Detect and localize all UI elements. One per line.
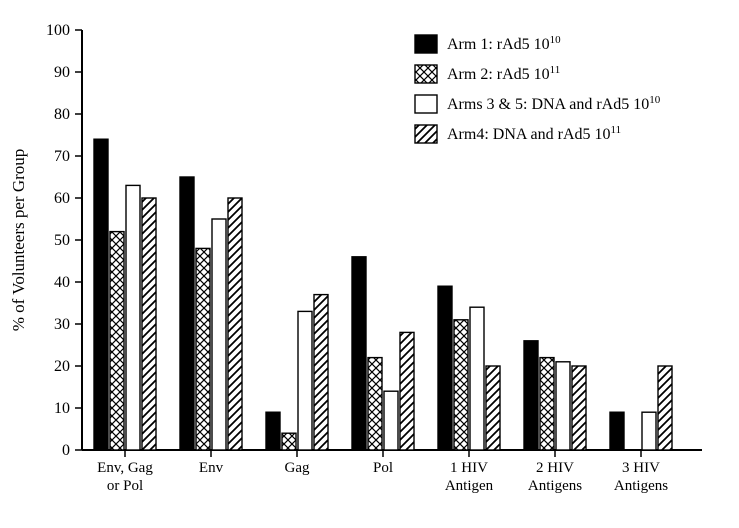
bar (540, 358, 554, 450)
x-category-label: Env, Gag (97, 460, 153, 476)
x-category-label: 2 HIV (536, 460, 574, 476)
bar (94, 139, 108, 450)
bar (658, 366, 672, 450)
y-tick-label: 90 (54, 64, 70, 81)
x-category-label: Antigens (528, 478, 582, 494)
legend-label: Arm 1: rAd5 1010 (447, 34, 561, 53)
x-category-label: Env (199, 460, 224, 476)
bar (438, 286, 452, 450)
x-category-label: or Pol (107, 478, 143, 494)
bar (180, 177, 194, 450)
bar (572, 366, 586, 450)
legend-label: Arm4: DNA and rAd5 1011 (447, 124, 621, 143)
bar (368, 358, 382, 450)
y-axis-label: % of Volunteers per Group (9, 149, 28, 332)
x-category-label: Pol (373, 460, 393, 476)
bar (314, 295, 328, 450)
y-tick-label: 30 (54, 316, 70, 333)
bar (486, 366, 500, 450)
y-tick-label: 40 (54, 274, 70, 291)
y-tick-label: 20 (54, 358, 70, 375)
bar (298, 311, 312, 450)
y-tick-label: 10 (54, 400, 70, 417)
bar (470, 307, 484, 450)
bar (196, 248, 210, 450)
legend-label: Arms 3 & 5: DNA and rAd5 1010 (447, 94, 661, 113)
x-category-label: Antigens (614, 478, 668, 494)
bar (212, 219, 226, 450)
bar (400, 332, 414, 450)
bar (610, 412, 624, 450)
bar (352, 257, 366, 450)
y-tick-label: 70 (54, 148, 70, 165)
x-category-label: Gag (285, 460, 310, 476)
bar (642, 412, 656, 450)
x-category-label: Antigen (445, 478, 494, 494)
bar (266, 412, 280, 450)
bar (282, 433, 296, 450)
grouped-bar-chart: 0 10 20 30 40 50 60 70 80 90 100 % of Volunteers pe… (0, 0, 739, 528)
x-category-label: 1 HIV (450, 460, 488, 476)
y-tick-label: 50 (54, 232, 70, 249)
bar (142, 198, 156, 450)
bar (454, 320, 468, 450)
bar (228, 198, 242, 450)
y-tick-label: 60 (54, 190, 70, 207)
legend-swatch (415, 65, 437, 83)
legend-swatch (415, 95, 437, 113)
y-tick-label: 80 (54, 106, 70, 123)
y-tick-label: 100 (46, 22, 70, 39)
y-tick-label: 0 (62, 442, 70, 459)
bar (556, 362, 570, 450)
bar (524, 341, 538, 450)
bar (110, 232, 124, 450)
legend-label: Arm 2: rAd5 1011 (447, 64, 560, 83)
bar (126, 185, 140, 450)
legend-swatch (415, 35, 437, 53)
legend-swatch (415, 125, 437, 143)
bar (384, 391, 398, 450)
x-category-label: 3 HIV (622, 460, 660, 476)
